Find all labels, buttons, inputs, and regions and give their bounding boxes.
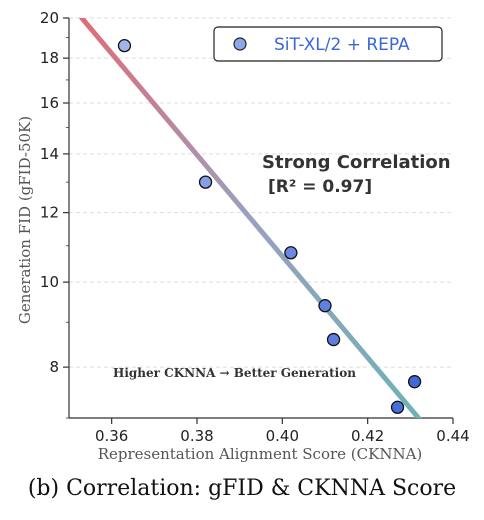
x-tick-label: 0.40 xyxy=(266,427,299,445)
legend-label: SiT-XL/2 + REPA xyxy=(274,35,410,55)
data-point xyxy=(284,246,298,260)
legend-marker xyxy=(233,37,247,51)
y-tick-label: 12 xyxy=(40,204,59,222)
y-tick-label: 10 xyxy=(40,273,59,291)
x-axis-label: Representation Alignment Score (CKNNA) xyxy=(98,445,423,463)
figure-caption: (b) Correlation: gFID & CKNNA Score xyxy=(27,476,457,501)
scatter-points xyxy=(117,39,422,414)
data-point xyxy=(390,400,405,414)
data-point xyxy=(198,175,213,189)
data-point xyxy=(117,39,132,53)
y-axis-label: Generation FID (gFID-50K) xyxy=(16,116,34,324)
trend-annotation: Higher CKNNA → Better Generation xyxy=(113,366,356,380)
y-tick-label: 8 xyxy=(49,358,59,376)
y-tick-label: 14 xyxy=(40,145,59,163)
axes: 8 10 12 14 16 18 20 0.36 0.38 0.40 0.42 0.44 xyxy=(40,9,470,445)
x-tick-label: 0.38 xyxy=(180,427,213,445)
y-tick-label: 18 xyxy=(40,49,59,67)
legend: SiT-XL/2 + REPA xyxy=(213,26,443,62)
data-point xyxy=(318,299,332,313)
fit-line xyxy=(79,18,422,418)
x-tick-label: 0.42 xyxy=(351,427,384,445)
x-tick-label: 0.36 xyxy=(95,427,128,445)
correlation-title: Strong Correlation xyxy=(262,152,451,173)
x-tick-label: 0.44 xyxy=(436,427,469,445)
data-point xyxy=(326,332,341,347)
y-tick-label: 20 xyxy=(40,9,59,27)
data-point xyxy=(407,375,422,389)
legend-box xyxy=(213,26,443,62)
y-tick-label: 16 xyxy=(40,94,59,112)
r-squared-label: [R² = 0.97] xyxy=(268,177,372,197)
